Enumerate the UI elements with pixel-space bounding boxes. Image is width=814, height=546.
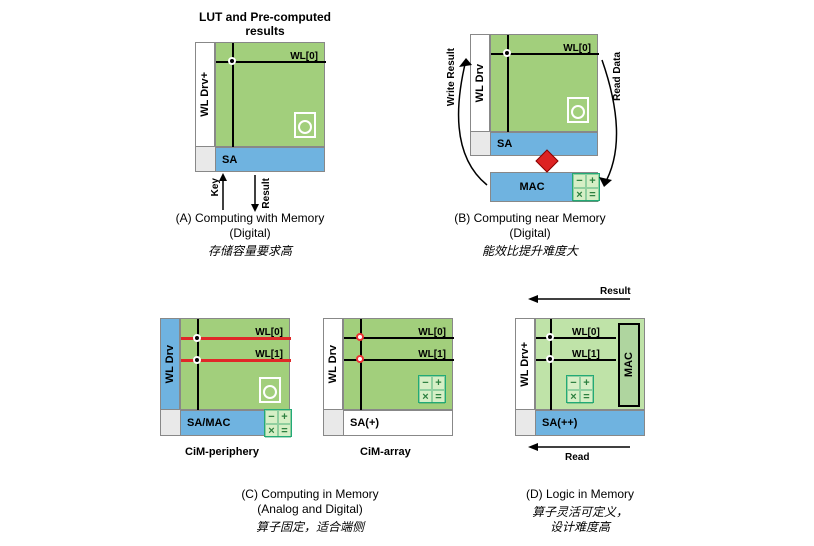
panel-d-caption-cn-2: 设计难度高 xyxy=(480,518,680,535)
panel-d-read-label: Read xyxy=(565,452,589,463)
panel-d-wl1-label: WL[1] xyxy=(572,349,600,360)
panel-b-read-label: Read Data xyxy=(612,52,623,101)
panel-c1-node-0 xyxy=(193,334,201,342)
panel-d-wldrv: WL Drv+ xyxy=(515,318,535,410)
panel-b-write-label: Write Result xyxy=(446,48,457,106)
panel-a-title: LUT and Pre-computed results xyxy=(185,10,345,38)
panel-c1-wl0-label: WL[0] xyxy=(255,327,283,338)
panel-d-caption-en-1: (D) Logic in Memory xyxy=(480,487,680,501)
panel-c2-wldrv: WL Drv xyxy=(323,318,343,410)
panel-c1-sublabel: CiM-periphery xyxy=(185,446,259,458)
panel-c2-array: WL[0] WL[1] −+×= xyxy=(343,318,453,410)
panel-c1-wldrv-label: WL Drv xyxy=(164,345,176,383)
panel-a-caption-en-2: (Digital) xyxy=(150,226,350,240)
panel-b-caption-cn: 能效比提升难度大 xyxy=(430,242,630,259)
panel-c2-node-0 xyxy=(356,333,364,341)
panel-d-node-0 xyxy=(546,333,554,341)
panel-a-caption-cn: 存储容量要求高 xyxy=(150,242,350,259)
panel-d-sa-label: SA(++) xyxy=(542,417,577,429)
panel-b-curves xyxy=(432,30,632,210)
panel-c1-wldrv: WL Drv xyxy=(160,318,180,410)
panel-a-caption-en-1: (A) Computing with Memory xyxy=(150,211,350,225)
panel-d-result-label: Result xyxy=(600,286,631,297)
panel-c2-node-1 xyxy=(356,355,364,363)
panel-c2-sublabel: CiM-array xyxy=(360,446,411,458)
panel-c1-wl1-label: WL[1] xyxy=(255,349,283,360)
panel-a-array: WL[0] xyxy=(215,42,325,147)
panel-c2-sa-label: SA(+) xyxy=(350,417,379,429)
panel-b-caption-en-2: (Digital) xyxy=(430,226,630,240)
panel-d-mac-label: MAC xyxy=(623,352,635,377)
calc-icon: −+×= xyxy=(566,375,594,403)
panel-c-periphery: WL Drv WL[0] WL[1] SA/MAC −+×= CiM-perip… xyxy=(155,318,300,468)
panel-c1-array: WL[0] WL[1] xyxy=(180,318,290,410)
panel-d: Result WL Drv+ WL[0] WL[1] −+×= MAC SA(+… xyxy=(500,290,665,480)
disk-icon xyxy=(294,112,316,138)
disk-icon xyxy=(259,377,281,403)
panel-d-node-1 xyxy=(546,355,554,363)
panel-d-array: WL[0] WL[1] −+×= MAC xyxy=(535,318,645,410)
panel-a-wl0-label: WL[0] xyxy=(290,51,318,62)
panel-c2-wl0-label: WL[0] xyxy=(418,327,446,338)
panel-a-wldrv-label: WL Drv+ xyxy=(199,72,211,117)
calc-icon: −+×= xyxy=(418,375,446,403)
panel-c1-samac-label: SA/MAC xyxy=(187,417,230,429)
panel-a-sa-label: SA xyxy=(222,154,237,166)
panel-b-caption-en-1: (B) Computing near Memory xyxy=(430,211,630,225)
panel-c1-bl-line xyxy=(197,319,199,411)
panel-a-sa: SA xyxy=(215,147,325,172)
panel-a-result-label: Result xyxy=(261,178,272,209)
panel-c-caption-cn: 算子固定，适合端侧 xyxy=(210,518,410,535)
panel-c-caption-en-1: (C) Computing in Memory xyxy=(210,487,410,501)
panel-d-wl0-label: WL[0] xyxy=(572,327,600,338)
panel-d-sa: SA(++) xyxy=(535,410,645,436)
calc-icon: −+×= xyxy=(264,409,292,437)
panel-c2-sa: SA(+) xyxy=(343,410,453,436)
panel-c1-node-1 xyxy=(193,356,201,364)
panel-a-wldrv: WL Drv+ xyxy=(195,42,215,147)
panel-c2-wldrv-label: WL Drv xyxy=(327,345,339,383)
panel-a-key-label: Key xyxy=(210,178,221,196)
panel-c2-wl1-label: WL[1] xyxy=(418,349,446,360)
panel-d-wldrv-label: WL Drv+ xyxy=(519,342,531,387)
panel-c-array: WL Drv WL[0] WL[1] −+×= SA(+) CiM-array xyxy=(318,318,463,468)
panel-c-caption-en-2: (Analog and Digital) xyxy=(210,502,410,516)
panel-a-node xyxy=(228,57,236,65)
panel-d-mac: MAC xyxy=(618,323,640,407)
